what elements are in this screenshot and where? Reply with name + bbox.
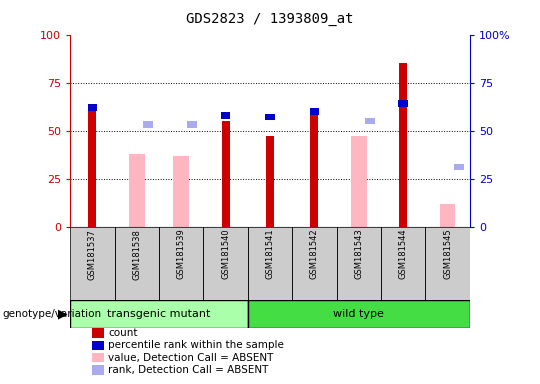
Bar (129, 154, 145, 227)
Bar (440, 204, 455, 227)
Text: GSM181544: GSM181544 (399, 229, 408, 280)
Bar (87, 104, 97, 111)
Text: transgenic mutant: transgenic mutant (107, 309, 211, 319)
Bar (351, 136, 367, 227)
Text: GSM181539: GSM181539 (177, 229, 186, 280)
Text: GSM181541: GSM181541 (266, 229, 274, 280)
Bar (266, 136, 274, 227)
Bar (187, 121, 197, 128)
Text: count: count (108, 328, 138, 338)
Text: percentile rank within the sample: percentile rank within the sample (108, 340, 284, 350)
Bar (143, 121, 153, 128)
Bar (221, 112, 231, 119)
Bar (248, 300, 470, 328)
Text: GDS2823 / 1393809_at: GDS2823 / 1393809_at (186, 12, 354, 25)
Bar (173, 156, 189, 227)
Bar (309, 108, 319, 115)
Bar (265, 114, 275, 121)
Text: rank, Detection Call = ABSENT: rank, Detection Call = ABSENT (108, 365, 268, 375)
Bar (399, 100, 408, 107)
Bar (365, 118, 375, 124)
Bar (310, 111, 319, 227)
Text: GSM181545: GSM181545 (443, 229, 452, 280)
Text: wild type: wild type (333, 309, 384, 319)
Bar (89, 106, 97, 227)
Text: ▶: ▶ (58, 308, 68, 320)
Text: GSM181542: GSM181542 (310, 229, 319, 280)
Bar (221, 121, 229, 227)
Text: GSM181538: GSM181538 (132, 229, 141, 280)
Bar (454, 164, 463, 170)
Text: value, Detection Call = ABSENT: value, Detection Call = ABSENT (108, 353, 273, 362)
Text: GSM181537: GSM181537 (88, 229, 97, 280)
Text: genotype/variation: genotype/variation (3, 309, 102, 319)
Bar (399, 63, 407, 227)
Bar (70, 300, 248, 328)
Text: GSM181543: GSM181543 (354, 229, 363, 280)
Text: GSM181540: GSM181540 (221, 229, 230, 280)
